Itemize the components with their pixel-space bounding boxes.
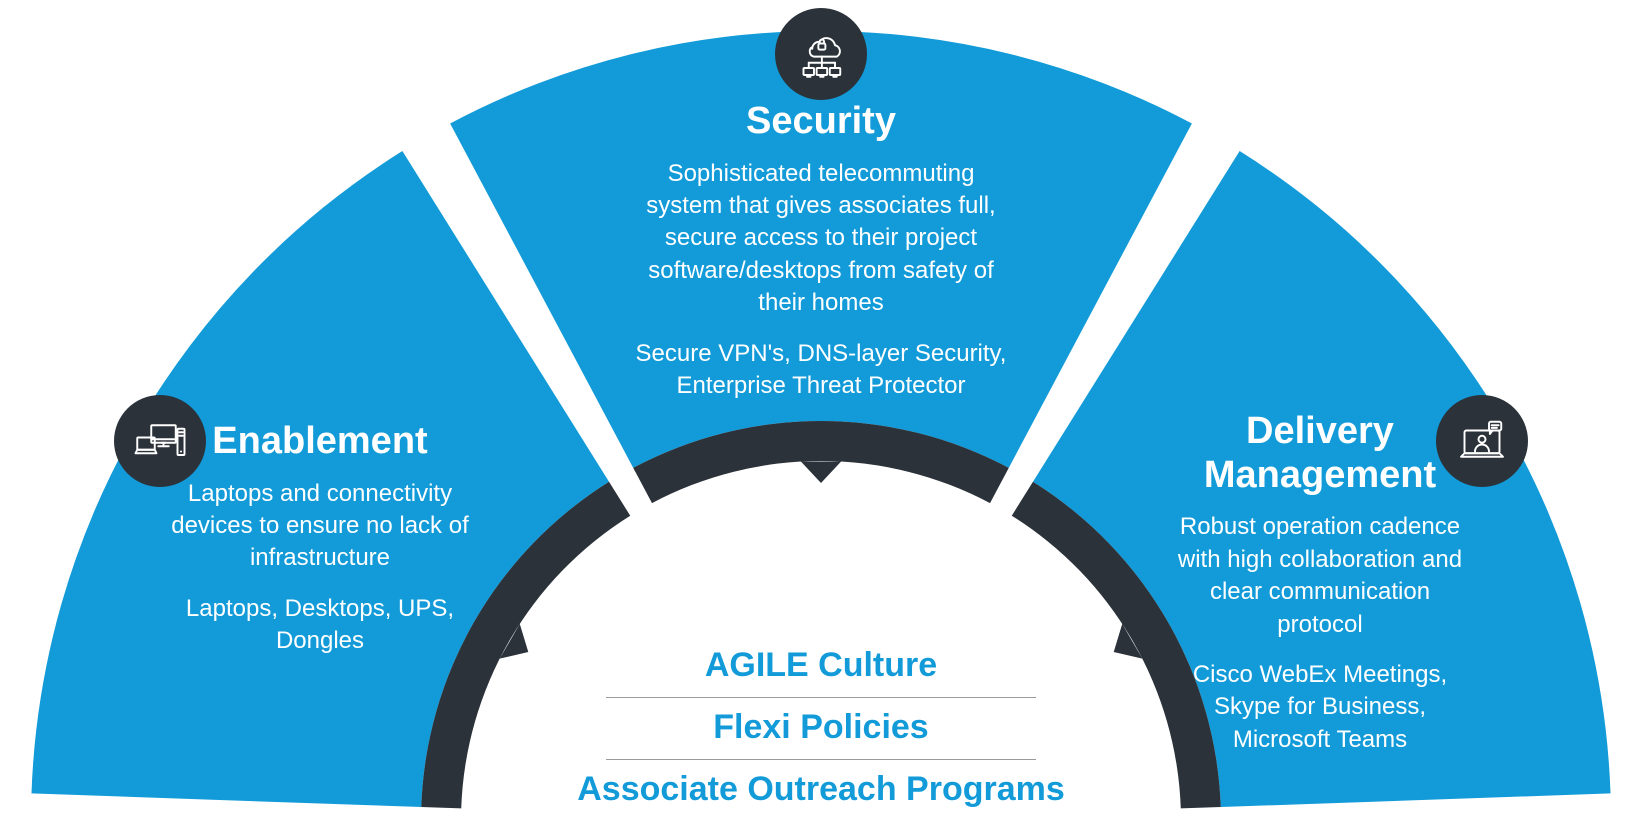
slice-title: Delivery Management	[1170, 410, 1470, 497]
center-hub: AGILE Culture Flexi Policies Associate O…	[560, 636, 1082, 821]
slice-security: Security Sophisticated telecommuting sys…	[630, 100, 1012, 402]
presenter-icon	[1436, 395, 1528, 487]
center-line-2: Flexi Policies	[560, 698, 1082, 759]
slice-list: Secure VPN's, DNS-layer Security, Enterp…	[630, 338, 1012, 403]
center-line-3: Associate Outreach Programs	[560, 760, 1082, 821]
slice-body: Sophisticated telecommuting system that …	[630, 158, 1012, 320]
slice-body: Robust operation cadence with high colla…	[1170, 511, 1470, 641]
slice-title: Enablement	[170, 420, 470, 464]
slice-list: Cisco WebEx Meetings, Skype for Business…	[1170, 659, 1470, 756]
cloud-lock-icon	[775, 8, 867, 100]
center-line-1: AGILE Culture	[560, 636, 1082, 697]
devices-icon	[114, 395, 206, 487]
slice-body: Laptops and connectivity devices to ensu…	[170, 478, 470, 575]
slice-list: Laptops, Desktops, UPS, Dongles	[170, 593, 470, 658]
slice-enablement: Enablement Laptops and connectivity devi…	[170, 420, 470, 658]
slice-delivery: Delivery Management Robust operation cad…	[1170, 410, 1470, 756]
slice-title: Security	[630, 100, 1012, 144]
infographic-stage: Enablement Laptops and connectivity devi…	[0, 0, 1642, 821]
